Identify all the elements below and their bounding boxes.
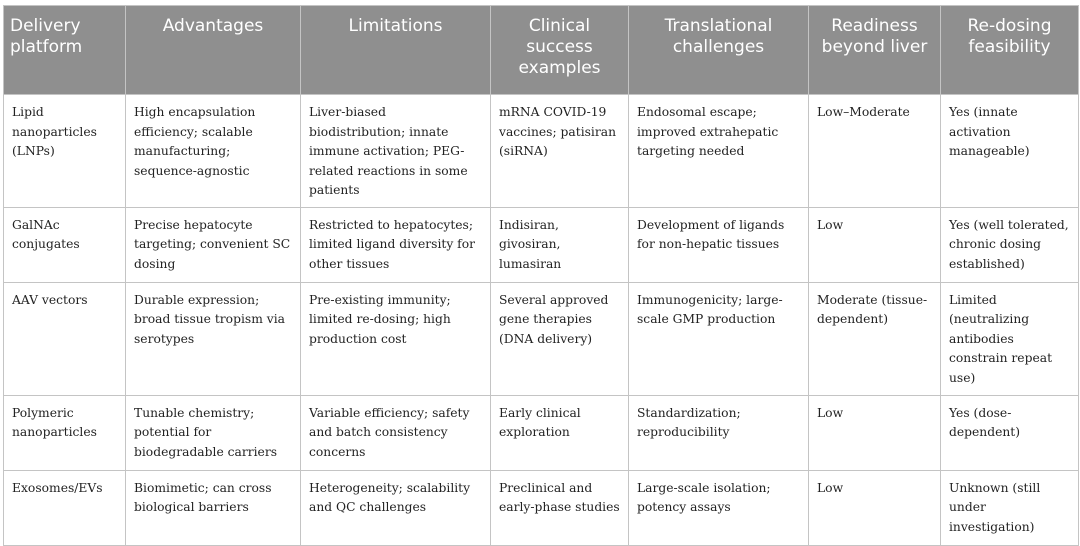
column-header-translational-challenges: Translational challenges bbox=[628, 5, 809, 95]
cell-readiness: Low bbox=[808, 469, 941, 546]
cell-clinical-examples: Preclinical and early-phase studies bbox=[490, 469, 629, 546]
cell-limitations: Pre-existing immunity; limited re-dosing… bbox=[300, 281, 491, 396]
cell-readiness: Moderate (tissue-dependent) bbox=[808, 281, 941, 396]
cell-translational-challenges: Standardization; reproducibility bbox=[628, 394, 809, 471]
cell-translational-challenges: Immunogenicity; large-scale GMP producti… bbox=[628, 281, 809, 396]
column-header-limitations: Limitations bbox=[300, 5, 491, 95]
header-row: Delivery platform Advantages Limitations Cl… bbox=[3, 5, 1079, 95]
cell-clinical-examples: mRNA COVID-19 vaccines; patisiran (siRNA… bbox=[490, 94, 629, 208]
cell-advantages: Durable expression; broad tissue tropism… bbox=[125, 281, 301, 396]
cell-platform: AAV vectors bbox=[3, 281, 126, 396]
cell-advantages: Biomimetic; can cross biological barrier… bbox=[125, 469, 301, 546]
column-header-readiness: Readiness beyond liver bbox=[808, 5, 941, 95]
column-header-clinical-examples: Clinical success examples bbox=[490, 5, 629, 95]
cell-redosing: Yes (well tolerated, chronic dosing esta… bbox=[940, 206, 1079, 283]
table-row: Lipid nanoparticles (LNPs) High encapsula… bbox=[3, 94, 1079, 208]
table-row: Polymeric nanoparticles Tunable chemistry… bbox=[3, 394, 1079, 471]
cell-advantages: Tunable chemistry; potential for biodegr… bbox=[125, 394, 301, 471]
cell-limitations: Heterogeneity; scalability and QC challe… bbox=[300, 469, 491, 546]
cell-limitations: Liver-biased biodistribution; innate imm… bbox=[300, 94, 491, 208]
cell-translational-challenges: Endosomal escape; improved extrahepatic … bbox=[628, 94, 809, 208]
cell-redosing: Unknown (still under investigation) bbox=[940, 469, 1079, 546]
cell-platform: GalNAc conjugates bbox=[3, 206, 126, 283]
cell-redosing: Yes (innate activation manageable) bbox=[940, 94, 1079, 208]
cell-limitations: Restricted to hepatocytes; limited ligan… bbox=[300, 206, 491, 283]
column-header-advantages: Advantages bbox=[125, 5, 301, 95]
column-header-platform: Delivery platform bbox=[3, 5, 126, 95]
cell-readiness: Low–Moderate bbox=[808, 94, 941, 208]
cell-readiness: Low bbox=[808, 206, 941, 283]
delivery-platform-table: Delivery platform Advantages Limitations Cl… bbox=[3, 5, 1079, 546]
table-row: GalNAc conjugates Precise hepatocyte targ… bbox=[3, 206, 1079, 283]
cell-advantages: High encapsulation efficiency; scalable … bbox=[125, 94, 301, 208]
cell-translational-challenges: Large-scale isolation; potency assays bbox=[628, 469, 809, 546]
cell-clinical-examples: Several approved gene therapies (DNA del… bbox=[490, 281, 629, 396]
cell-advantages: Precise hepatocyte targeting; convenient… bbox=[125, 206, 301, 283]
cell-limitations: Variable efficiency; safety and batch co… bbox=[300, 394, 491, 471]
cell-clinical-examples: Indisiran, givosiran, lumasiran bbox=[490, 206, 629, 283]
cell-readiness: Low bbox=[808, 394, 941, 471]
table-row: Exosomes/EVs Biomimetic; can cross biolog… bbox=[3, 469, 1079, 546]
cell-translational-challenges: Development of ligands for non-hepatic t… bbox=[628, 206, 809, 283]
cell-clinical-examples: Early clinical exploration bbox=[490, 394, 629, 471]
cell-platform: Exosomes/EVs bbox=[3, 469, 126, 546]
cell-platform: Lipid nanoparticles (LNPs) bbox=[3, 94, 126, 208]
cell-redosing: Yes (dose-dependent) bbox=[940, 394, 1079, 471]
cell-redosing: Limited (neutralizing antibodies constra… bbox=[940, 281, 1079, 396]
cell-platform: Polymeric nanoparticles bbox=[3, 394, 126, 471]
table-row: AAV vectors Durable expression; broad tis… bbox=[3, 281, 1079, 396]
column-header-redosing: Re-dosing feasibility bbox=[940, 5, 1079, 95]
